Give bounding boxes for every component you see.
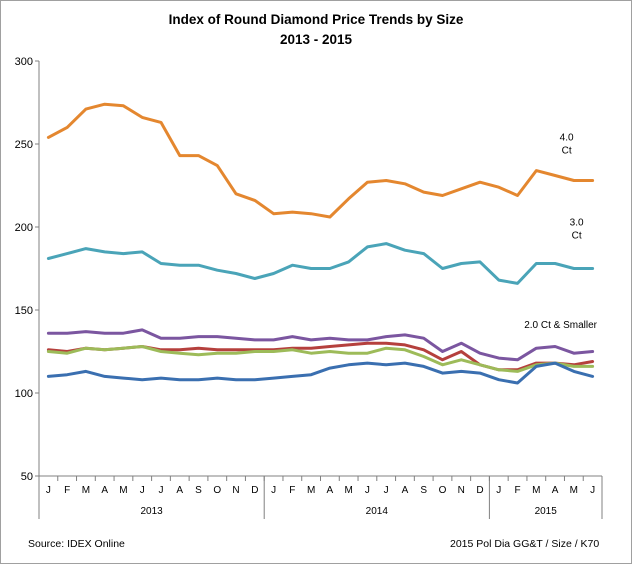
month-label: D <box>251 485 258 496</box>
month-label: A <box>176 485 183 496</box>
month-label: F <box>514 485 520 496</box>
y-tick-label: 250 <box>15 139 33 151</box>
year-label: 2013 <box>140 506 163 517</box>
series-label-2: Ct <box>572 231 582 242</box>
month-label: J <box>496 485 501 496</box>
month-label: A <box>327 485 334 496</box>
month-label: J <box>365 485 370 496</box>
month-label: D <box>476 485 483 496</box>
series-line-6 <box>46 361 595 385</box>
month-label: F <box>289 485 295 496</box>
series-label-2: 3.0 <box>570 218 584 229</box>
month-label: J <box>158 485 163 496</box>
month-label: N <box>232 485 239 496</box>
series-label-1: 4.0 <box>560 133 574 144</box>
month-label: N <box>458 485 465 496</box>
y-tick-label: 200 <box>15 222 33 234</box>
month-label: S <box>195 485 202 496</box>
chart-title: Index of Round Diamond Price Trends by S… <box>0 10 632 50</box>
month-label: M <box>307 485 315 496</box>
month-label: O <box>213 485 221 496</box>
month-label: M <box>344 485 352 496</box>
month-label: J <box>140 485 145 496</box>
source-note: Source: IDEX Online <box>28 538 125 550</box>
month-label: A <box>402 485 409 496</box>
month-label: J <box>46 485 51 496</box>
y-tick-label: 150 <box>15 305 33 317</box>
month-label: M <box>570 485 578 496</box>
chart-title-line: Index of Round Diamond Price Trends by S… <box>168 12 464 27</box>
month-label: J <box>384 485 389 496</box>
month-label: J <box>271 485 276 496</box>
chart-subtitle: 2013 - 2015 <box>279 32 353 47</box>
y-tick-label: 300 <box>15 56 33 68</box>
series-line-5 <box>46 345 595 373</box>
month-label: M <box>532 485 540 496</box>
month-label: J <box>590 485 595 496</box>
series-line-2 <box>46 242 595 285</box>
year-label: 2014 <box>366 506 389 517</box>
series-line-1 <box>46 102 595 219</box>
year-label: 2015 <box>535 506 558 517</box>
month-label: S <box>420 485 427 496</box>
series-line-3 <box>46 328 595 362</box>
month-label: M <box>82 485 90 496</box>
month-label: M <box>119 485 127 496</box>
month-label: A <box>101 485 108 496</box>
y-tick-label: 100 <box>15 388 33 400</box>
credit-note: 2015 Pol Dia GG&T / Size / K70 <box>450 538 600 550</box>
month-label: A <box>552 485 559 496</box>
series-label-1: Ct <box>562 146 572 157</box>
series-group-label: 2.0 Ct & Smaller <box>524 320 597 331</box>
y-tick-label: 50 <box>21 471 33 483</box>
month-label: F <box>64 485 70 496</box>
month-label: O <box>439 485 447 496</box>
